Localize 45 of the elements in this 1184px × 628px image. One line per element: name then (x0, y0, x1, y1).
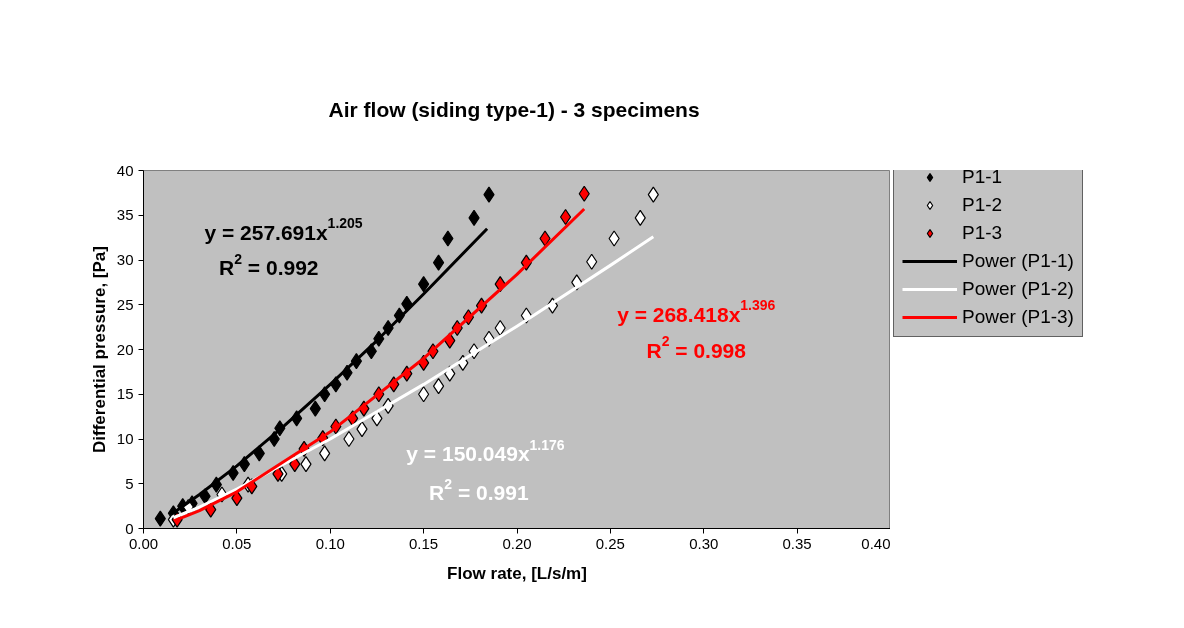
point (272, 465, 284, 482)
y-tick-label: 5 (125, 474, 134, 492)
point (154, 510, 166, 527)
x-tick-label: 0.10 (315, 534, 345, 552)
y-axis-title: Differential pressure, [Pa] (89, 246, 109, 453)
point (442, 230, 454, 247)
point (418, 386, 430, 403)
y-tick-label: 40 (116, 161, 134, 179)
x-tick-label: 0.30 (689, 534, 719, 552)
x-tick-label: 0.15 (409, 534, 439, 552)
y-tick-label: 0 (125, 519, 134, 537)
legend-label: Power (P1-2) (962, 278, 1074, 300)
point (418, 276, 430, 293)
point (647, 186, 659, 203)
legend-label: Power (P1-1) (962, 250, 1074, 272)
x-tick-label: 0.00 (128, 534, 159, 552)
point (432, 254, 445, 271)
point (559, 208, 572, 226)
y-tick-label: 20 (116, 340, 134, 358)
y-tick-label: 35 (116, 206, 134, 224)
legend-label: Power (P1-3) (962, 306, 1074, 328)
legend-label: P1-2 (962, 194, 1003, 216)
point (578, 185, 590, 202)
x-tick-label: 0.25 (595, 534, 625, 552)
point (539, 230, 551, 247)
point (586, 253, 598, 270)
y-tick-label: 15 (116, 385, 134, 403)
point (356, 421, 368, 438)
legend-label: P1-3 (962, 222, 1003, 244)
y-tick-label: 25 (116, 295, 134, 313)
point (432, 378, 445, 395)
point (608, 230, 620, 247)
x-tick-label: 0.05 (222, 534, 252, 552)
legend-label: P1-1 (962, 169, 1003, 188)
y-tick-label: 10 (116, 430, 134, 447)
point (319, 445, 331, 462)
point (483, 186, 495, 203)
x-tick-label: 0.20 (502, 534, 532, 552)
chart-title: Air flow (siding type-1) - 3 specimens (328, 97, 700, 121)
point (371, 410, 383, 427)
point (309, 400, 321, 417)
y-tick-label: 30 (116, 251, 134, 268)
x-tick-label: 0.35 (782, 534, 812, 552)
x-axis-title: Flow rate, [L/s/m] (447, 563, 587, 583)
x-tick-label: 0.40 (861, 534, 891, 552)
